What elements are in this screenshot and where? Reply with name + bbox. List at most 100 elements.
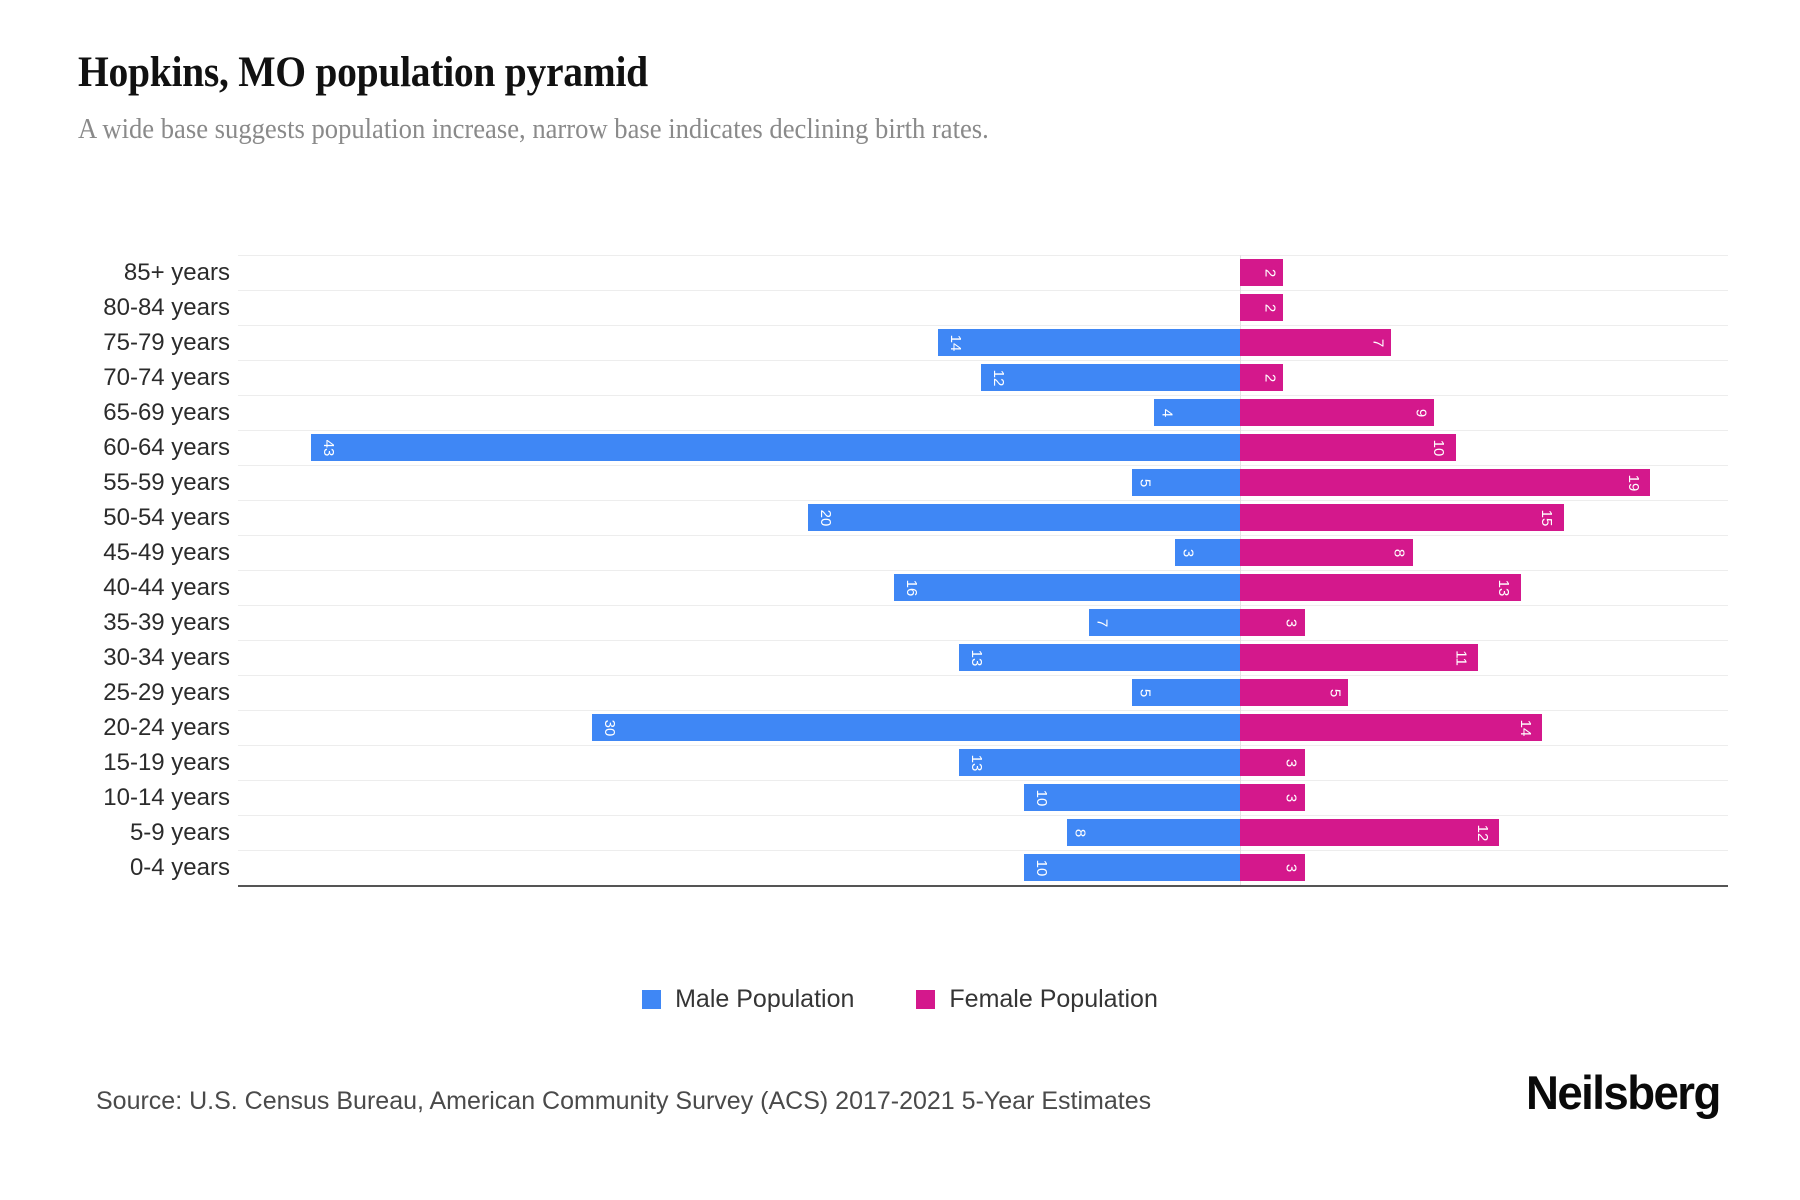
pyramid-row: 50-54 years 20 15 — [0, 500, 1800, 535]
pyramid-row: 15-19 years 13 3 — [0, 745, 1800, 780]
pyramid-row: 65-69 years 4 9 — [0, 395, 1800, 430]
pyramid-row: 85+ years 2 — [0, 255, 1800, 290]
female-bar[interactable]: 9 — [1240, 399, 1435, 426]
center-axis-line — [1240, 255, 1241, 885]
chart-legend: Male Population Female Population — [0, 985, 1800, 1014]
age-group-label: 20-24 years — [103, 714, 230, 741]
female-bar-value: 10 — [1430, 439, 1448, 456]
male-bar-value: 3 — [1179, 548, 1197, 557]
grid-line — [238, 780, 1728, 781]
female-bar-value: 9 — [1412, 408, 1430, 417]
legend-swatch-female-icon — [916, 990, 936, 1009]
pyramid-row: 45-49 years 3 8 — [0, 535, 1800, 570]
page-subtitle: A wide base suggests population increase… — [78, 113, 989, 145]
legend-item-female[interactable]: Female Population — [916, 985, 1158, 1014]
age-group-label: 25-29 years — [103, 679, 230, 706]
female-bar-value: 5 — [1326, 688, 1344, 697]
male-bar-value: 14 — [946, 334, 964, 351]
female-bar[interactable]: 3 — [1240, 749, 1305, 776]
grid-line — [238, 290, 1728, 291]
female-bar-value: 14 — [1516, 719, 1534, 736]
male-bar[interactable]: 16 — [894, 574, 1240, 601]
age-group-label: 45-49 years — [103, 539, 230, 566]
grid-line — [238, 710, 1728, 711]
male-bar-value: 4 — [1158, 408, 1176, 417]
female-bar[interactable]: 11 — [1240, 644, 1478, 671]
female-bar[interactable]: 8 — [1240, 539, 1413, 566]
male-bar[interactable]: 8 — [1067, 819, 1240, 846]
grid-line — [238, 430, 1728, 431]
chart-plot-area: 85+ years 2 80-84 years 2 75-79 years 14 7 70-7… — [0, 255, 1800, 920]
female-bar[interactable]: 2 — [1240, 259, 1284, 286]
legend-label-female: Female Population — [949, 985, 1158, 1013]
male-bar[interactable]: 5 — [1132, 469, 1240, 496]
source-attribution: Source: U.S. Census Bureau, American Com… — [96, 1087, 1152, 1115]
legend-item-male[interactable]: Male Population — [642, 985, 854, 1014]
bar-rows: 85+ years 2 80-84 years 2 75-79 years 14 7 70-7… — [0, 255, 1800, 885]
grid-line — [238, 255, 1728, 256]
pyramid-row: 20-24 years 30 14 — [0, 710, 1800, 745]
female-bar-value: 2 — [1261, 373, 1279, 382]
female-bar[interactable]: 5 — [1240, 679, 1348, 706]
male-bar-value: 12 — [989, 369, 1007, 386]
female-bar-value: 11 — [1452, 649, 1470, 666]
female-bar[interactable]: 13 — [1240, 574, 1521, 601]
male-bar[interactable]: 43 — [311, 434, 1240, 461]
female-bar[interactable]: 2 — [1240, 364, 1284, 391]
female-bar-value: 19 — [1624, 474, 1642, 491]
female-bar-value: 13 — [1494, 579, 1512, 596]
male-bar[interactable]: 3 — [1175, 539, 1240, 566]
pyramid-row: 60-64 years 43 10 — [0, 430, 1800, 465]
pyramid-row: 75-79 years 14 7 — [0, 325, 1800, 360]
male-bar[interactable]: 20 — [808, 504, 1240, 531]
male-bar[interactable]: 5 — [1132, 679, 1240, 706]
pyramid-row: 0-4 years 10 3 — [0, 850, 1800, 885]
age-group-label: 55-59 years — [103, 469, 230, 496]
male-bar[interactable]: 30 — [592, 714, 1240, 741]
male-bar-value: 30 — [600, 719, 618, 736]
male-bar-value: 10 — [1032, 859, 1050, 876]
female-bar[interactable]: 15 — [1240, 504, 1564, 531]
female-bar[interactable]: 7 — [1240, 329, 1392, 356]
age-group-label: 50-54 years — [103, 504, 230, 531]
female-bar[interactable]: 2 — [1240, 294, 1284, 321]
chart-header: Hopkins, MO population pyramid A wide ba… — [78, 48, 1678, 146]
male-bar-value: 7 — [1093, 618, 1111, 627]
grid-line — [238, 605, 1728, 606]
grid-line — [238, 675, 1728, 676]
male-bar-value: 43 — [320, 439, 338, 456]
legend-label-male: Male Population — [675, 985, 855, 1013]
female-bar-value: 7 — [1369, 338, 1387, 347]
female-bar[interactable]: 19 — [1240, 469, 1651, 496]
age-group-label: 40-44 years — [103, 574, 230, 601]
female-bar-value: 2 — [1261, 303, 1279, 312]
male-bar[interactable]: 14 — [937, 329, 1240, 356]
male-bar[interactable]: 13 — [959, 644, 1240, 671]
grid-line — [238, 745, 1728, 746]
male-bar[interactable]: 10 — [1024, 784, 1240, 811]
female-bar[interactable]: 3 — [1240, 854, 1305, 881]
female-bar[interactable]: 3 — [1240, 784, 1305, 811]
male-bar[interactable]: 4 — [1153, 399, 1240, 426]
pyramid-row: 5-9 years 8 12 — [0, 815, 1800, 850]
age-group-label: 65-69 years — [103, 399, 230, 426]
male-bar[interactable]: 7 — [1088, 609, 1240, 636]
grid-line — [238, 535, 1728, 536]
pyramid-row: 70-74 years 12 2 — [0, 360, 1800, 395]
female-bar[interactable]: 3 — [1240, 609, 1305, 636]
age-group-label: 60-64 years — [103, 434, 230, 461]
female-bar[interactable]: 12 — [1240, 819, 1500, 846]
grid-line — [238, 395, 1728, 396]
male-bar[interactable]: 12 — [980, 364, 1240, 391]
female-bar-value: 3 — [1283, 793, 1301, 802]
male-bar[interactable]: 13 — [959, 749, 1240, 776]
female-bar-value: 3 — [1283, 758, 1301, 767]
female-bar[interactable]: 10 — [1240, 434, 1456, 461]
female-bar[interactable]: 14 — [1240, 714, 1543, 741]
male-bar[interactable]: 10 — [1024, 854, 1240, 881]
grid-line — [238, 640, 1728, 641]
pyramid-row: 55-59 years 5 19 — [0, 465, 1800, 500]
female-bar-value: 15 — [1538, 509, 1556, 526]
grid-line — [238, 570, 1728, 571]
